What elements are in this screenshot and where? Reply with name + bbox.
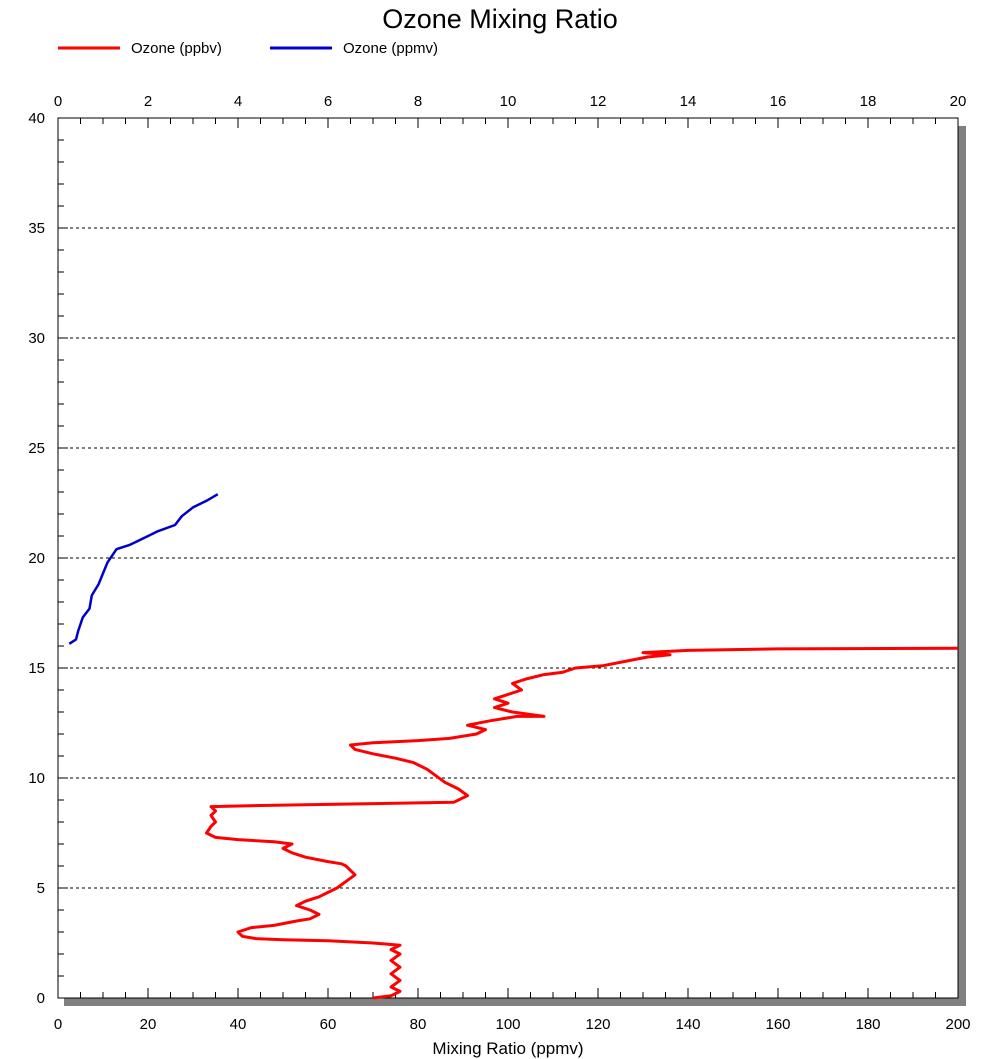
left-axis-tick-label: 25 [28,440,45,457]
left-axis-tick-label: 30 [28,330,45,347]
top-axis-tick-label: 14 [680,93,697,110]
bottom-axis-tick-label: 40 [230,1016,247,1033]
bottom-axis-tick-label: 180 [855,1016,880,1033]
bottom-axis-tick-label: 140 [675,1016,700,1033]
top-axis-tick-label: 6 [324,93,332,110]
left-axis: 0 5 10 15 20 25 30 35 40 [28,110,68,1007]
bottom-axis-tick-label: 0 [54,1016,62,1033]
plot-frame-shadow [64,126,966,1006]
bottom-axis-tick-label: 120 [585,1016,610,1033]
top-axis-tick-label: 18 [860,93,877,110]
left-axis-tick-label: 5 [37,880,45,897]
left-axis-tick-label: 0 [37,990,45,1007]
bottom-axis: 0 20 40 60 80 100 120 140 160 180 200 [54,988,971,1033]
top-axis-tick-label: 10 [500,93,517,110]
bottom-axis-tick-label: 60 [320,1016,337,1033]
bottom-axis-tick-label: 100 [495,1016,520,1033]
top-axis-tick-label: 4 [234,93,242,110]
top-axis-tick-label: 12 [590,93,607,110]
bottom-axis-tick-label: 20 [140,1016,157,1033]
bottom-axis-tick-label: 160 [765,1016,790,1033]
top-axis-tick-label: 8 [414,93,422,110]
left-axis-tick-label: 10 [28,770,45,787]
x-axis-title: Mixing Ratio (ppmv) [432,1039,583,1058]
legend: Ozone (ppbv) Ozone (ppmv) [58,40,438,57]
grid-lines [58,227,958,889]
top-axis: 0 2 4 6 8 10 12 14 16 18 20 [54,93,967,128]
top-axis-tick-label: 20 [950,93,967,110]
left-axis-tick-label: 40 [28,110,45,127]
series-line-ozone-ppmv [68,493,219,645]
left-axis-tick-label: 35 [28,220,45,237]
series-layer [68,493,959,1000]
bottom-axis-tick-label: 80 [410,1016,427,1033]
left-axis-tick-label: 20 [28,550,45,567]
legend-label-ozone-ppmv: Ozone (ppmv) [343,40,438,57]
left-axis-tick-label: 15 [28,660,45,677]
chart-title: Ozone Mixing Ratio [382,4,618,34]
top-axis-tick-label: 0 [54,93,62,110]
bottom-axis-tick-label: 200 [945,1016,970,1033]
top-axis-tick-label: 16 [770,93,787,110]
legend-label-ozone-ppbv: Ozone (ppbv) [131,40,222,57]
top-axis-tick-label: 2 [144,93,152,110]
series-line-ozone-ppbv [205,646,959,1000]
